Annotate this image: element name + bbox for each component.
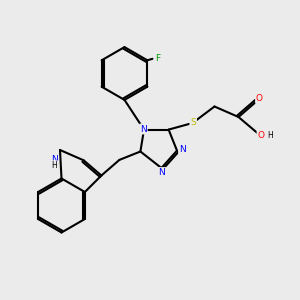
Text: N: N <box>179 145 186 154</box>
Text: N: N <box>51 154 58 164</box>
Text: N: N <box>159 168 165 177</box>
Text: H: H <box>52 161 58 170</box>
Text: F: F <box>155 54 160 63</box>
Text: N: N <box>140 124 147 134</box>
Text: H: H <box>268 130 274 140</box>
Text: O: O <box>257 130 265 140</box>
Text: S: S <box>190 118 196 127</box>
Text: O: O <box>256 94 263 103</box>
